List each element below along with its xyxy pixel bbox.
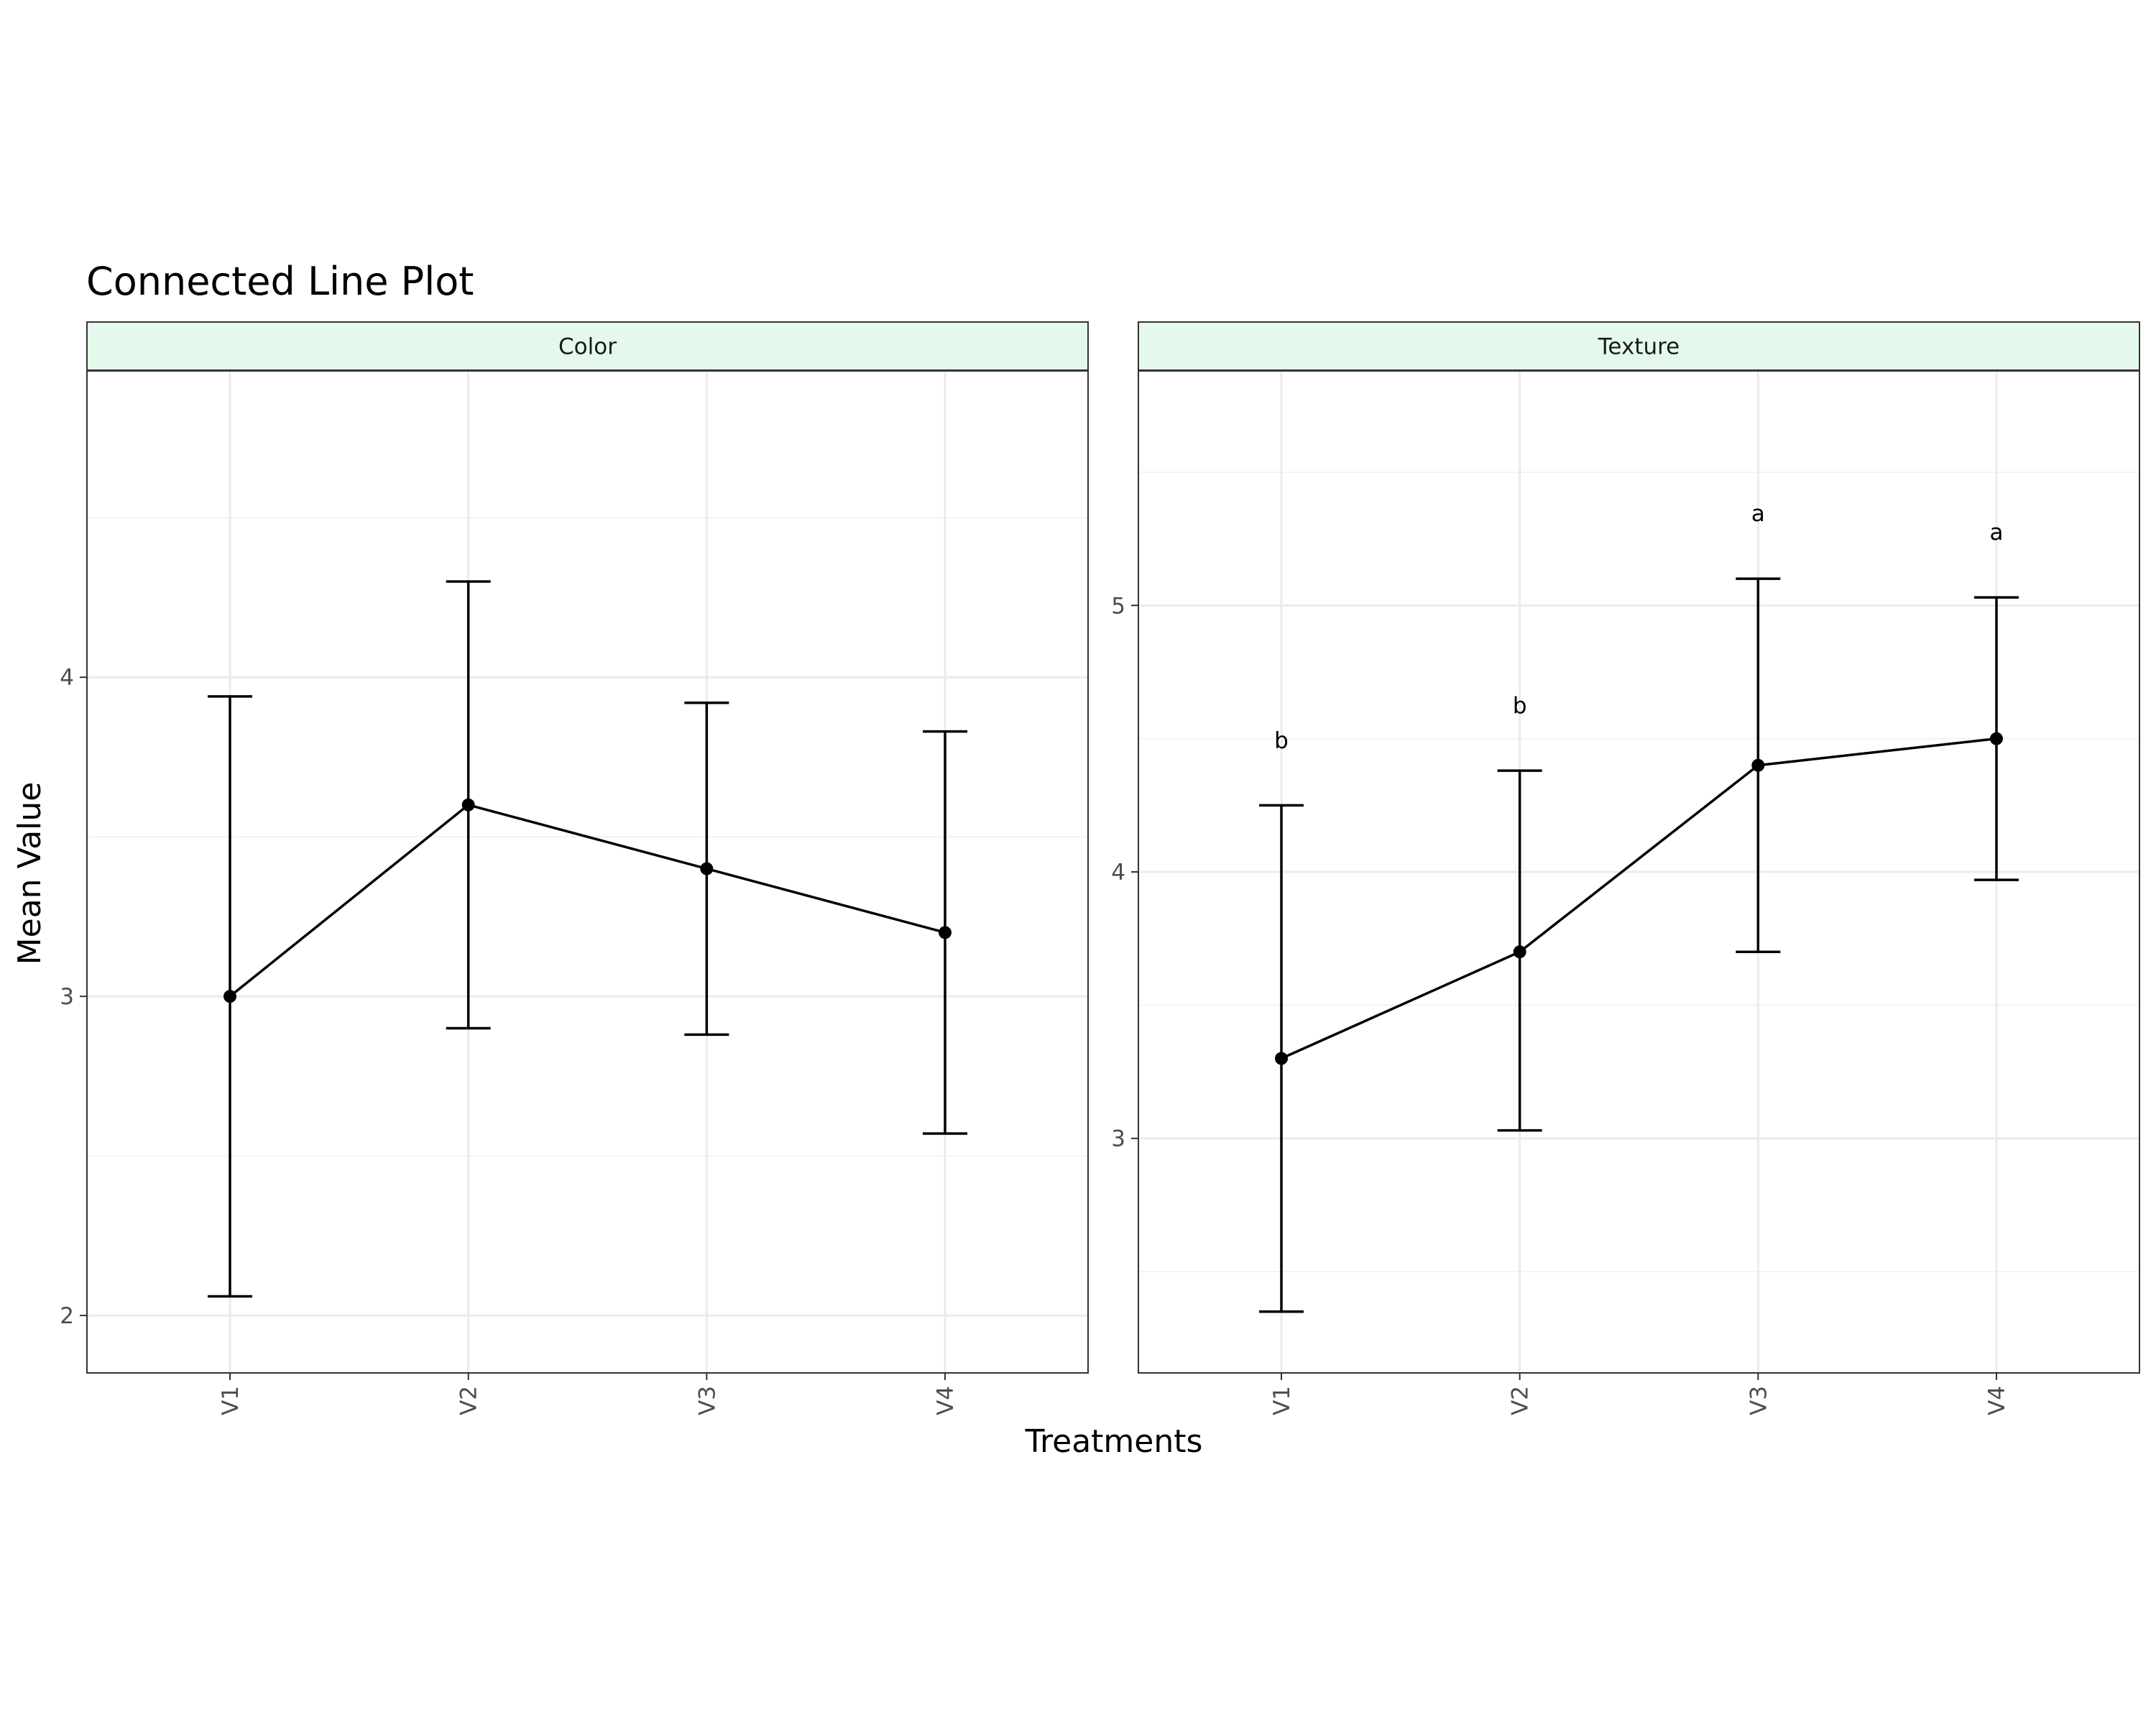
x-tick-label: V2 (1508, 1386, 1534, 1415)
x-tick-label: V2 (456, 1386, 482, 1415)
significance-letter: b (1274, 727, 1289, 753)
significance-letter: b (1513, 693, 1527, 719)
facet-strip-label: Texture (1598, 334, 1680, 360)
panels-layer: Color 2 3 4 V1 V2 V3 V4 Texture 3 4 5 V1 V2 V3 V4 b b a a (60, 321, 2140, 1415)
panel-color: Color 2 3 4 V1 V2 V3 V4 (60, 321, 1089, 1415)
y-tick-label: 4 (60, 665, 74, 691)
data-point (224, 990, 236, 1003)
x-tick-label: V3 (1746, 1386, 1772, 1415)
data-point (700, 862, 714, 876)
y-axis-label: Mean Value (11, 782, 48, 965)
data-point (1990, 732, 2003, 745)
x-tick-label: V4 (933, 1386, 959, 1415)
panel-texture: Texture 3 4 5 V1 V2 V3 V4 b b a a (1111, 321, 2140, 1415)
data-point (1751, 758, 1765, 772)
y-tick-label: 3 (60, 984, 74, 1010)
y-tick-label: 4 (1111, 860, 1125, 886)
x-tick-label: V1 (1269, 1386, 1295, 1415)
series-line (229, 803, 946, 998)
significance-letter: a (1751, 501, 1765, 527)
facet-strip-label: Color (558, 334, 617, 360)
y-tick-label: 2 (60, 1303, 74, 1329)
facet-strip (86, 321, 1089, 371)
x-tick-label: V3 (694, 1386, 720, 1415)
series-line (1281, 737, 1997, 1060)
x-axis-label: Treatments (1025, 1423, 1203, 1460)
data-point (461, 798, 475, 812)
y-tick-label: 3 (1111, 1126, 1125, 1152)
chart-title: Connected Line Plot (86, 259, 474, 304)
x-tick-label: V1 (218, 1386, 244, 1415)
significance-letter: a (1990, 520, 2004, 546)
y-tick-label: 5 (1111, 593, 1125, 619)
data-point (1275, 1052, 1288, 1065)
x-tick-label: V4 (1984, 1386, 2010, 1415)
data-point (1513, 945, 1526, 959)
facet-strip (1138, 321, 2140, 371)
data-point (939, 926, 952, 939)
